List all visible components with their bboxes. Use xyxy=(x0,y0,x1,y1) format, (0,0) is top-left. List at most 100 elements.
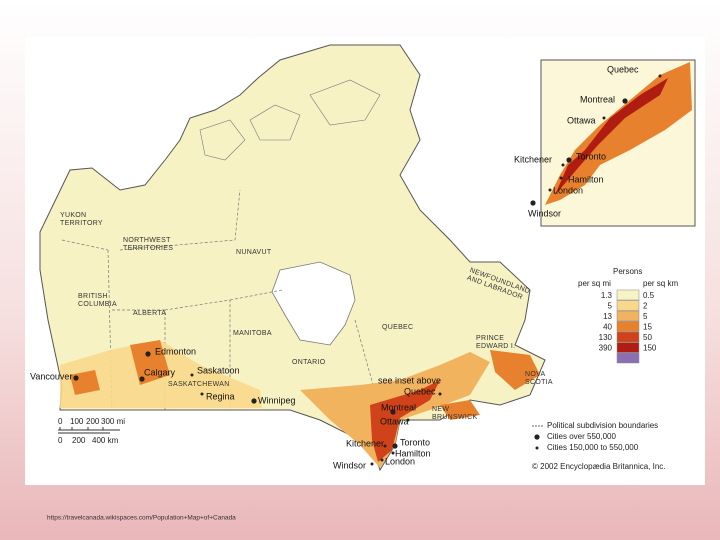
region-label: NOVA xyxy=(525,371,546,378)
hudson-bay xyxy=(271,261,356,346)
legend-swatch xyxy=(616,289,640,301)
city-label: Vancouver xyxy=(30,371,72,381)
city-label: Calgary xyxy=(144,367,176,377)
city-dot xyxy=(145,351,151,357)
scale-mi-label: 200 xyxy=(86,417,100,426)
city-dot xyxy=(383,444,387,448)
region-label: TERRITORY xyxy=(60,220,103,227)
city-symbol xyxy=(535,446,539,450)
legend-item: Political subdivision boundaries xyxy=(547,421,658,430)
city-dot xyxy=(200,392,204,396)
region-label: SCOTIA xyxy=(525,379,553,386)
region-label: YUKON xyxy=(60,212,86,219)
city-label: Regina xyxy=(206,391,235,401)
inset-note: see inset above xyxy=(378,375,441,385)
city-label: Montreal xyxy=(381,402,416,412)
region-label: BRITISH xyxy=(78,293,108,300)
scale-km-label: 400 km xyxy=(92,436,119,445)
legend-col-mi: per sq mi xyxy=(578,279,611,288)
city-label: Ottawa xyxy=(380,416,409,426)
density-maritimes xyxy=(440,350,540,420)
region-label: NORTHWEST xyxy=(123,237,171,244)
legend-mi: 1.3 xyxy=(601,291,613,300)
city-dot xyxy=(73,375,79,381)
city-dot xyxy=(251,398,257,404)
region-label: QUEBEC xyxy=(382,324,413,331)
city-label: Saskatoon xyxy=(197,365,240,375)
city-dot xyxy=(390,409,396,415)
copyright: © 2002 Encyclopædia Britannica, Inc. xyxy=(532,462,666,471)
big-city-symbol xyxy=(534,434,540,440)
legend-swatch xyxy=(616,352,640,364)
legend-swatch xyxy=(616,300,640,311)
inset-city-label: Ottawa xyxy=(567,115,596,125)
inset-city-dot xyxy=(548,188,552,192)
city-label: Toronto xyxy=(400,437,430,447)
region-label: ONTARIO xyxy=(292,359,326,366)
city-dot xyxy=(438,392,442,396)
legend-km: 0.5 xyxy=(643,291,655,300)
inset-city-label: Hamilton xyxy=(568,174,604,184)
legend-km: 15 xyxy=(643,323,652,332)
legend-swatch xyxy=(616,331,640,343)
scale-mi-label: 100 xyxy=(70,417,84,426)
inset-city-dot xyxy=(622,98,628,104)
legend-swatch xyxy=(616,310,640,322)
legend-item: Cities over 550,000 xyxy=(547,432,616,441)
scale-km-label: 0 xyxy=(58,436,63,445)
city-dot xyxy=(370,462,374,466)
inset-city-label: Toronto xyxy=(576,151,606,161)
city-label: Winnipeg xyxy=(258,395,296,405)
inset-city-dot xyxy=(530,200,536,206)
region-label: SASKATCHEWAN xyxy=(168,381,230,388)
inset-city-dot xyxy=(602,116,606,120)
city-dot xyxy=(391,451,395,455)
city-label: Quebec xyxy=(404,386,436,396)
inset-core xyxy=(555,78,668,195)
arctic-islands xyxy=(199,79,381,161)
inset-city-dot xyxy=(561,163,565,167)
legend-mi: 5 xyxy=(608,302,613,311)
city-label: Hamilton xyxy=(395,448,431,458)
legend-km: 2 xyxy=(643,302,648,311)
city-label: Windsor xyxy=(333,460,366,470)
city-dot xyxy=(139,376,145,382)
region-label: TERRITORIES xyxy=(123,245,173,252)
inset-city-dot xyxy=(658,74,662,78)
inset-city-label: Windsor xyxy=(528,208,561,218)
legend-km: 50 xyxy=(643,333,652,342)
region-label: MANITOBA xyxy=(233,330,272,337)
legend-item: Cities 150,000 to 550,000 xyxy=(547,443,639,452)
city-dot xyxy=(380,458,384,462)
legend-km: 150 xyxy=(643,344,657,353)
legend-mi: 390 xyxy=(599,344,613,353)
city-dot xyxy=(406,418,410,422)
inset-city-dot xyxy=(566,157,572,163)
legend-swatch xyxy=(616,342,640,353)
source-url: https://travelcanada.wikispaces.com/Popu… xyxy=(47,515,236,522)
inset-city-label: London xyxy=(553,185,583,195)
inset-city-dot xyxy=(559,176,563,180)
density-prairie xyxy=(70,340,170,395)
region-label: EDWARD I. xyxy=(476,343,515,350)
region-label: BRUNSWICK xyxy=(432,414,478,421)
region-label: PRINCE xyxy=(476,335,504,342)
city-label: Kitchener xyxy=(346,438,384,448)
region-label: NUNAVUT xyxy=(236,249,272,256)
legend-mi: 13 xyxy=(603,312,612,321)
legend-title: Persons xyxy=(613,267,642,276)
inset-city-label: Kitchener xyxy=(514,154,552,164)
city-dot xyxy=(190,373,194,377)
legend-swatch xyxy=(616,321,640,332)
city-label: London xyxy=(385,456,415,466)
scale-mi-label: 0 xyxy=(58,417,63,426)
city-label: Edmonton xyxy=(155,346,196,356)
scale-km-label: 200 xyxy=(72,436,86,445)
legend-mi: 40 xyxy=(603,323,612,332)
legend-col-km: per sq km xyxy=(643,279,678,288)
region-label: ALBERTA xyxy=(133,310,166,317)
region-label: COLUMBIA xyxy=(78,301,117,308)
inset-city-label: Montreal xyxy=(580,94,615,104)
